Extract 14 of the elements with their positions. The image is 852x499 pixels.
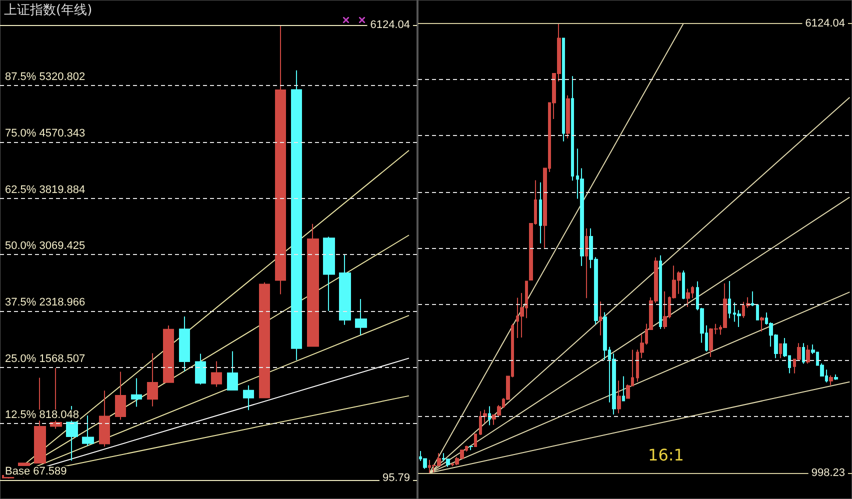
y-tick-label: 998.23 <box>811 466 845 479</box>
chart-title: 上证指数(年线) <box>4 3 92 18</box>
ref-line-label: 37.5% 2318.966 <box>5 296 86 308</box>
ref-line-label: 75.0% 4570.343 <box>5 127 86 140</box>
y-tick-label: 6124.04 <box>370 19 410 32</box>
ref-line-label: 62.5% 3819.884 <box>5 184 86 196</box>
y-tick-label: 95.79 <box>382 472 410 484</box>
ref-line-label: 50.0% 3069.425 <box>5 240 86 252</box>
ref-line-label: 12.5% 818.048 <box>5 409 80 422</box>
ref-line-label: 25.0% 1568.507 <box>5 352 86 365</box>
annotation: 16:1 <box>648 446 684 464</box>
ref-line-label: 87.5% 5320.802 <box>5 71 86 84</box>
ref-line-label: Base 67.589 <box>5 466 67 478</box>
y-tick-label: 6124.04 <box>805 17 845 30</box>
